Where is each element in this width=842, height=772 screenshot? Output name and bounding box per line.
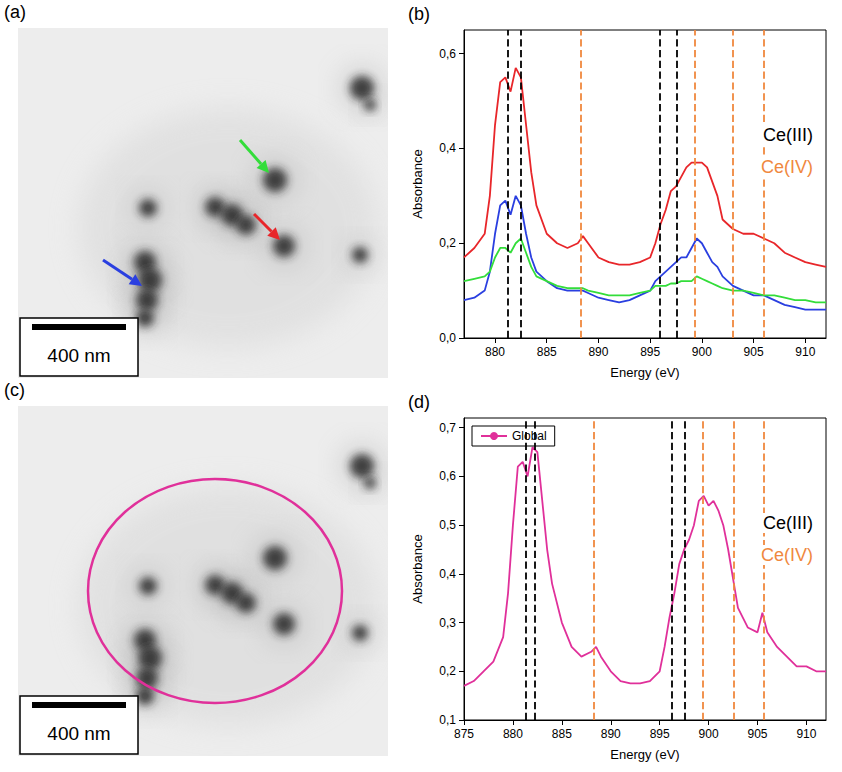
svg-text:0,7: 0,7 xyxy=(439,421,456,435)
svg-text:890: 890 xyxy=(601,727,621,741)
svg-text:Ce(III): Ce(III) xyxy=(763,125,813,145)
svg-text:905: 905 xyxy=(747,727,767,741)
svg-text:0,6: 0,6 xyxy=(439,47,456,61)
svg-text:Global: Global xyxy=(512,429,547,443)
svg-text:400 nm: 400 nm xyxy=(47,723,110,744)
svg-text:400 nm: 400 nm xyxy=(47,345,110,366)
svg-text:Energy (eV): Energy (eV) xyxy=(610,747,679,762)
svg-text:875: 875 xyxy=(454,727,474,741)
svg-text:Ce(IV): Ce(IV) xyxy=(761,157,813,177)
svg-text:0,3: 0,3 xyxy=(439,616,456,630)
html-text:(c): (c) xyxy=(4,380,25,400)
svg-text:Absorbance: Absorbance xyxy=(410,149,425,218)
svg-text:Absorbance: Absorbance xyxy=(410,534,425,603)
html-text:(b): (b) xyxy=(408,4,430,24)
svg-text:Ce(III): Ce(III) xyxy=(763,513,813,533)
svg-text:0,5: 0,5 xyxy=(439,518,456,532)
svg-text:0,4: 0,4 xyxy=(439,567,456,581)
svg-text:905: 905 xyxy=(744,345,764,359)
svg-text:895: 895 xyxy=(650,727,670,741)
svg-text:910: 910 xyxy=(796,727,816,741)
svg-text:0,6: 0,6 xyxy=(439,469,456,483)
svg-text:890: 890 xyxy=(588,345,608,359)
svg-text:880: 880 xyxy=(485,345,505,359)
svg-text:0,2: 0,2 xyxy=(439,664,456,678)
html-text:(a): (a) xyxy=(4,2,26,22)
svg-text:900: 900 xyxy=(699,727,719,741)
svg-text:885: 885 xyxy=(537,345,557,359)
svg-text:Energy (eV): Energy (eV) xyxy=(610,365,679,380)
svg-text:0,4: 0,4 xyxy=(439,141,456,155)
svg-text:895: 895 xyxy=(640,345,660,359)
svg-text:0,2: 0,2 xyxy=(439,236,456,250)
svg-text:900: 900 xyxy=(692,345,712,359)
svg-text:0,1: 0,1 xyxy=(439,713,456,727)
svg-text:885: 885 xyxy=(552,727,572,741)
html-text:(d): (d) xyxy=(408,392,430,412)
svg-text:910: 910 xyxy=(795,345,815,359)
svg-text:0,0: 0,0 xyxy=(439,331,456,345)
svg-text:Ce(IV): Ce(IV) xyxy=(761,545,813,565)
svg-text:880: 880 xyxy=(503,727,523,741)
